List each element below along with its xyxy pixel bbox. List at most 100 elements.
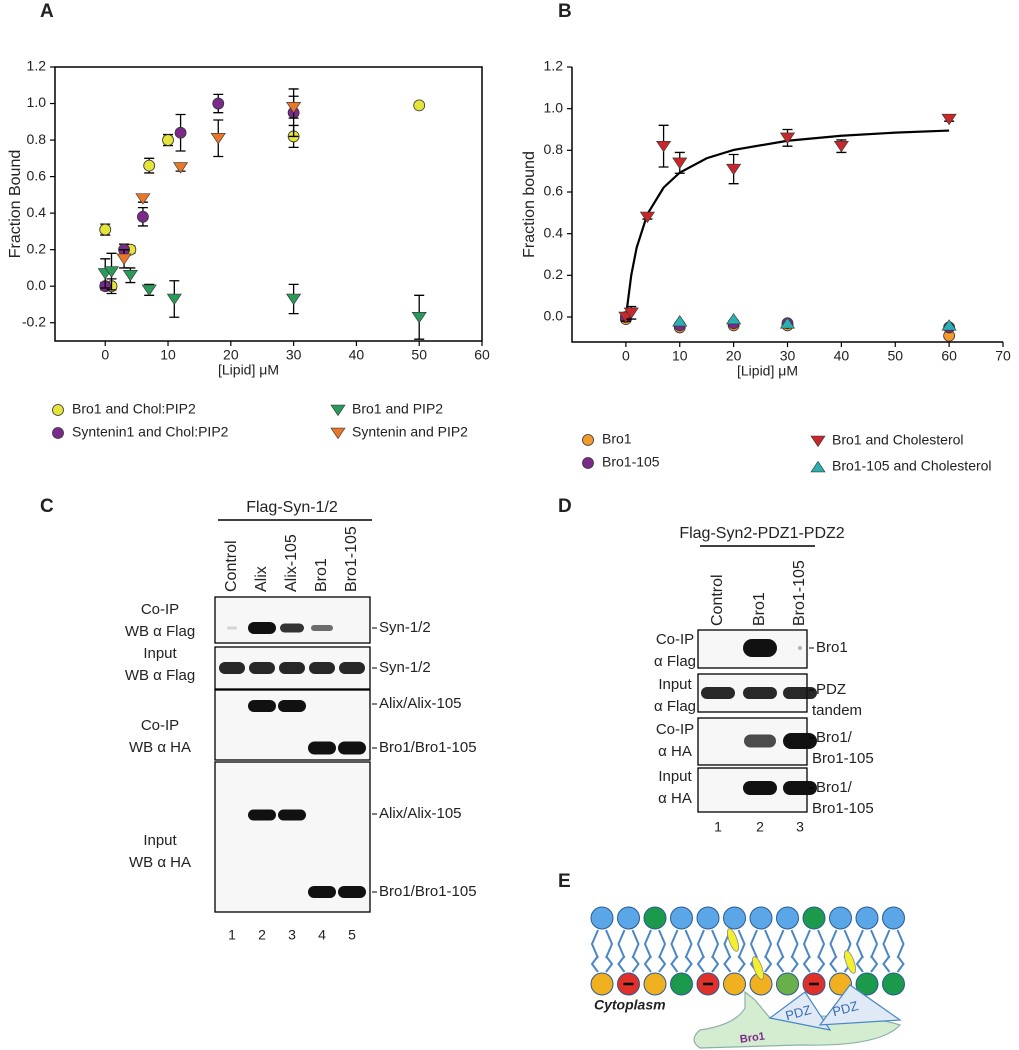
- data-point: [286, 293, 302, 306]
- data-point: [672, 315, 688, 327]
- lane-number: 1: [714, 819, 722, 835]
- band: [227, 626, 237, 630]
- band: [338, 886, 366, 898]
- lipid-tail: [723, 955, 746, 973]
- y-tick-label: 0.2: [544, 266, 564, 282]
- band-label: Bro1/: [816, 779, 853, 796]
- legend-label: Bro1 and Cholesterol: [832, 432, 964, 448]
- band-label: Bro1/Bro1-105: [379, 883, 477, 900]
- domain-label: PDZ: [831, 998, 860, 1019]
- row-label: Co-IP: [141, 717, 179, 734]
- band-label: Bro1/Bro1-105: [379, 739, 477, 756]
- band: [308, 886, 336, 898]
- data-point: [116, 253, 132, 265]
- protein-label: Bro1: [739, 1030, 765, 1045]
- lipid-head: [696, 906, 720, 930]
- legend-marker: [582, 457, 594, 469]
- plot-frame: [54, 66, 483, 342]
- y-axis-label: Fraction bound: [521, 151, 538, 258]
- lipid-head: [882, 972, 905, 996]
- y-tick-label: 1.2: [27, 58, 47, 74]
- cholesterol: [752, 956, 764, 980]
- legend-marker: [810, 460, 826, 473]
- band: [783, 687, 817, 699]
- legend-label: Bro1: [602, 431, 632, 447]
- row-label: Input: [143, 832, 177, 849]
- lipid-tail: [643, 955, 667, 973]
- data-point: [174, 126, 187, 139]
- band: [278, 700, 306, 712]
- x-tick-label: 10: [672, 348, 688, 364]
- lipid-tail: [802, 955, 826, 973]
- legend-label: Bro1 and PIP2: [352, 401, 443, 417]
- data-point: [779, 132, 796, 144]
- band-label: Syn-1/2: [379, 619, 431, 636]
- lipid-head: [776, 972, 799, 996]
- lane-label: Bro1-105: [343, 526, 360, 592]
- x-tick-label: 10: [160, 347, 176, 363]
- legend-marker: [52, 427, 64, 439]
- data-point: [726, 312, 742, 325]
- row-label: α HA: [658, 790, 692, 807]
- x-axis-label: [Lipid] μM: [737, 363, 798, 379]
- data-point: [212, 97, 225, 110]
- y-tick-label: 0.2: [27, 240, 47, 256]
- x-tick-label: 40: [349, 347, 365, 363]
- lipid-head: [590, 906, 614, 930]
- cholesterol: [727, 928, 739, 952]
- blot-header: Flag-Syn-1/2: [246, 499, 338, 516]
- data-point: [411, 312, 427, 324]
- lane-number: 2: [756, 819, 764, 835]
- lipid-head: [829, 906, 852, 930]
- y-tick-label: 1.0: [544, 99, 564, 115]
- lipid-head: [670, 906, 693, 930]
- legend-label: Syntenin and PIP2: [352, 424, 468, 440]
- lipid-tail: [882, 929, 905, 959]
- data-point: [286, 101, 302, 114]
- band: [338, 741, 366, 755]
- y-tick-label: 0.6: [27, 167, 47, 183]
- data-point: [173, 162, 189, 174]
- lane-label: Control: [709, 574, 726, 626]
- lipid-head: [776, 906, 799, 930]
- band: [743, 687, 777, 699]
- lane-number: 1: [228, 927, 236, 943]
- lipid-head: [643, 906, 667, 930]
- band: [339, 662, 365, 674]
- band: [280, 623, 304, 633]
- y-axis-label: Fraction Bound: [7, 150, 24, 259]
- lipid-head: [670, 972, 693, 996]
- band: [744, 734, 776, 748]
- band-label: Bro1/: [816, 729, 853, 746]
- data-point: [210, 133, 226, 145]
- blot-header: Flag-Syn2-PDZ1-PDZ2: [679, 525, 844, 542]
- row-label: Input: [143, 645, 177, 662]
- band-label: PDZ: [816, 681, 846, 698]
- band: [279, 662, 305, 674]
- lipid-head: [723, 972, 746, 996]
- lipid-head: [749, 906, 773, 930]
- lipid-tail: [590, 955, 614, 973]
- lane-label: Alix-105: [283, 534, 300, 592]
- pdz-domain: [818, 984, 902, 1026]
- lane-number: 5: [348, 927, 356, 943]
- row-label: α Flag: [654, 653, 696, 670]
- band: [701, 687, 735, 699]
- band-label: Bro1-105: [812, 800, 874, 817]
- pdz-domain: [768, 991, 832, 1031]
- band-label: Alix/Alix-105: [379, 695, 462, 712]
- x-tick-label: 20: [223, 347, 239, 363]
- x-tick-label: 60: [474, 347, 490, 363]
- band: [248, 622, 276, 634]
- domain-label: PDZ: [784, 1002, 813, 1023]
- band: [309, 662, 335, 674]
- row-label: Co-IP: [656, 631, 694, 648]
- band-label: Syn-1/2: [379, 659, 431, 676]
- lane-label: Control: [223, 540, 240, 592]
- y-tick-label: 0.8: [544, 141, 564, 157]
- lipid-head: [882, 906, 905, 930]
- data-point: [162, 134, 174, 146]
- lane-label: Alix: [253, 566, 270, 592]
- lane-label: Bro1-105: [791, 560, 808, 626]
